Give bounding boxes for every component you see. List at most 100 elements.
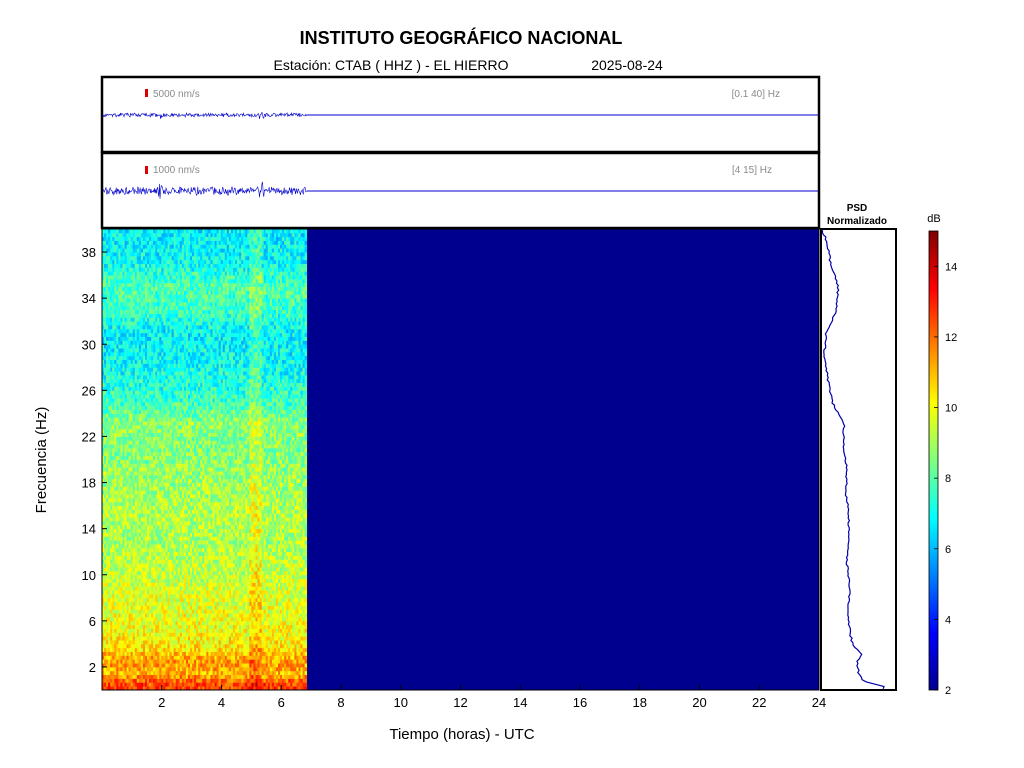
spectrogram-cell: [114, 624, 117, 629]
spectrogram-cell: [265, 536, 269, 541]
spectrogram-cell: [261, 617, 265, 622]
spectrogram-cell: [263, 666, 267, 672]
spectrogram-cell: [304, 674, 308, 679]
spectrogram-cell: [106, 586, 109, 591]
spectrogram-cell: [261, 670, 265, 676]
spectrogram-cell: [202, 686, 205, 690]
spectrogram-cell: [243, 570, 246, 576]
spectrogram-cell: [157, 559, 160, 564]
spectrogram-cell: [177, 590, 181, 595]
spectrogram-cell: [241, 582, 244, 587]
spectrogram-cell: [132, 536, 136, 541]
spectrogram-cell: [138, 686, 142, 690]
spectrogram-cell: [187, 613, 191, 618]
spectrogram-cell: [187, 640, 191, 645]
spectrogram-cell: [159, 520, 162, 526]
spectrogram-cell: [151, 517, 154, 522]
spectrogram-cell: [280, 567, 283, 572]
spectrogram-cell: [200, 628, 203, 633]
spectrogram-cell: [267, 563, 271, 568]
spectrogram-cell: [130, 536, 134, 541]
spectrogram-cell: [224, 574, 228, 579]
spectrogram-cell: [245, 640, 248, 645]
spectrogram-cell: [204, 532, 207, 537]
spectrogram-cell: [118, 613, 121, 618]
spectrogram-cell: [116, 497, 119, 503]
spectrogram-cell: [204, 597, 207, 603]
spectrogram-cell: [208, 632, 211, 637]
spectrogram-cell: [104, 678, 107, 683]
spectrogram-cell: [200, 617, 203, 622]
spectrogram-cell: [265, 540, 269, 545]
spectrogram-cell: [210, 609, 213, 614]
spectrogram-cell: [218, 540, 222, 545]
spectrogram-cell: [290, 567, 293, 572]
spectrogram-cell: [126, 544, 130, 549]
spectrogram-cell: [239, 570, 242, 576]
spectrogram-cell: [120, 520, 123, 526]
spectrogram-cell: [251, 651, 254, 656]
spectrogram-cell: [239, 555, 242, 560]
spectrogram-cell: [218, 501, 222, 506]
spectrogram-cell: [212, 640, 215, 645]
spectrogram-cell: [171, 636, 175, 641]
spectrogram-cell: [235, 647, 238, 652]
spectrogram-cell: [110, 674, 113, 679]
spectrogram-cell: [132, 666, 136, 672]
spectrogram-cell: [177, 536, 181, 541]
spectrogram-cell: [235, 666, 238, 672]
spectrogram-cell: [257, 670, 260, 676]
spectrogram-cell: [134, 528, 138, 533]
spectrogram-cell: [163, 609, 166, 614]
spectrogram-cell: [159, 624, 162, 629]
spectrogram-cell: [247, 540, 250, 545]
spectrogram-cell: [173, 532, 177, 537]
spectrogram-cell: [112, 555, 115, 560]
spectrogram-cell: [118, 682, 121, 687]
spectrogram-cell: [271, 559, 275, 564]
spectrogram-cell: [179, 590, 183, 595]
spectrogram-cell: [222, 670, 226, 676]
spectrogram-cell: [118, 609, 121, 614]
spectrogram-cell: [138, 601, 142, 606]
spectrogram-cell: [144, 659, 148, 664]
spectrogram-cell: [194, 563, 197, 568]
spectrogram-cell: [224, 659, 228, 664]
spectrogram-cell: [280, 559, 283, 564]
spectrogram-cell: [273, 574, 277, 579]
spectrogram-cell: [302, 509, 305, 514]
spectrogram-cell: [243, 617, 246, 622]
spectrogram-cell: [216, 520, 220, 526]
spectrogram-cell: [206, 551, 209, 556]
spectrogram-cell: [163, 536, 166, 541]
spectrogram-cell: [163, 620, 166, 626]
spectrogram-cell: [142, 605, 146, 610]
spectrogram-cell: [110, 597, 113, 603]
spectrogram-cell: [275, 678, 279, 683]
spectrogram-cell: [298, 678, 301, 683]
spectrogram-cell: [196, 505, 199, 510]
spectrogram-cell: [273, 582, 277, 587]
spectrogram-cell: [290, 513, 293, 518]
spectrogram-cell: [284, 574, 287, 579]
spectrogram-cell: [265, 674, 269, 679]
spectrogram-cell: [118, 647, 121, 652]
spectrogram-cell: [179, 570, 183, 576]
spectrogram-cell: [251, 574, 254, 579]
spectrogram-cell: [296, 678, 299, 683]
spectrogram-cell: [247, 613, 250, 618]
spectrogram-cell: [151, 640, 154, 645]
spectrogram-cell: [126, 524, 130, 530]
spectrogram-cell: [194, 540, 197, 545]
spectrogram-cell: [126, 674, 130, 679]
spectrogram-cell: [144, 544, 148, 549]
spectrogram-cell: [267, 551, 271, 556]
spectrogram-cell: [138, 578, 142, 583]
spectrogram-cell: [161, 559, 164, 564]
spectrogram-cell: [292, 590, 295, 595]
spectrogram-cell: [220, 605, 224, 610]
spectrogram-cell: [161, 513, 164, 518]
spectrogram-cell: [110, 582, 113, 587]
spectrogram-cell: [104, 505, 107, 510]
spectrogram-cell: [173, 663, 177, 668]
